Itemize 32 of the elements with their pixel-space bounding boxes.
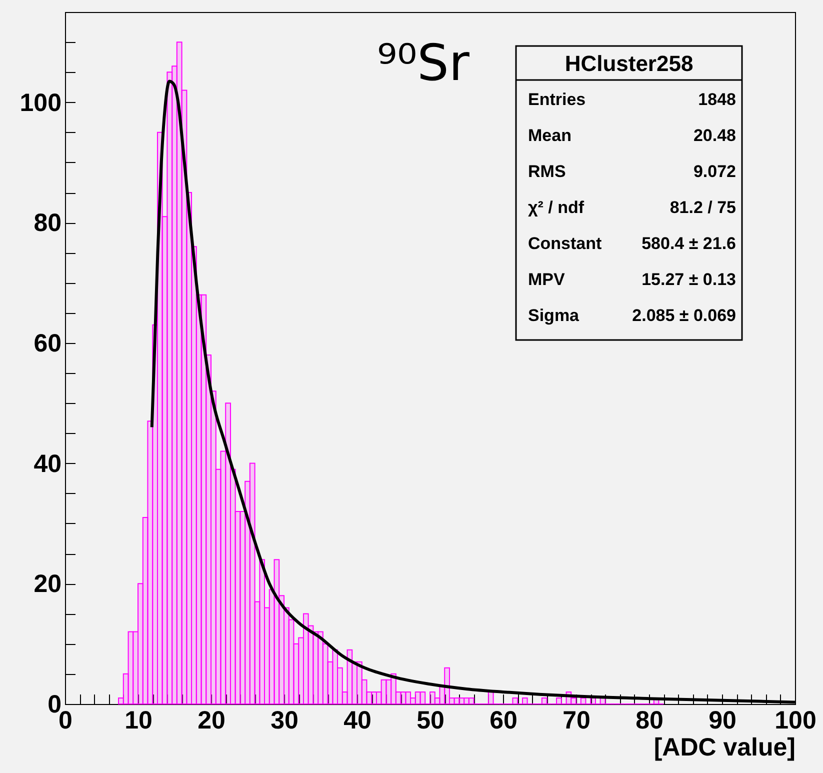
y-tick-label: 40 [34, 450, 62, 478]
annotation: MPV [528, 270, 566, 289]
annotation: Entries [528, 90, 586, 109]
annotation: 9.072 [693, 162, 736, 181]
annotation: RMS [528, 162, 566, 181]
text: ⁹⁰Sr [377, 34, 470, 92]
annotation: 1848 [698, 90, 736, 109]
y-tick-label: 60 [34, 329, 62, 358]
x-tick-label: 30 [270, 706, 298, 734]
x-tick-label: 10 [124, 706, 152, 734]
x-axis-title: [ADC value] [654, 734, 796, 762]
x-tick-label: 80 [636, 706, 664, 734]
annotation: χ² / ndf [528, 198, 584, 217]
x-tick-label: 100 [774, 706, 816, 734]
annotation: 580.4 ± 21.6 [642, 234, 736, 253]
annotation: Constant [528, 234, 602, 253]
annotation: HCluster258 [564, 51, 694, 76]
y-tick-label: 100 [20, 88, 62, 117]
x-tick-label: 60 [490, 706, 518, 734]
annotation: 20.48 [693, 126, 736, 145]
annotation: 15.27 ± 0.13 [642, 270, 736, 289]
annotation: Sigma [528, 306, 580, 325]
annotation: 81.2 / 75 [670, 198, 736, 217]
y-tick-label: 20 [34, 570, 62, 598]
x-tick-label: 90 [708, 706, 736, 734]
x-tick-label: 40 [344, 706, 372, 734]
x-tick-label: 20 [198, 706, 226, 734]
x-tick-label: 50 [416, 706, 444, 734]
annotation: 2.085 ± 0.069 [632, 306, 736, 325]
annotation: Mean [528, 126, 572, 145]
x-tick-label: 70 [562, 706, 590, 734]
y-tick-label: 80 [34, 209, 62, 238]
